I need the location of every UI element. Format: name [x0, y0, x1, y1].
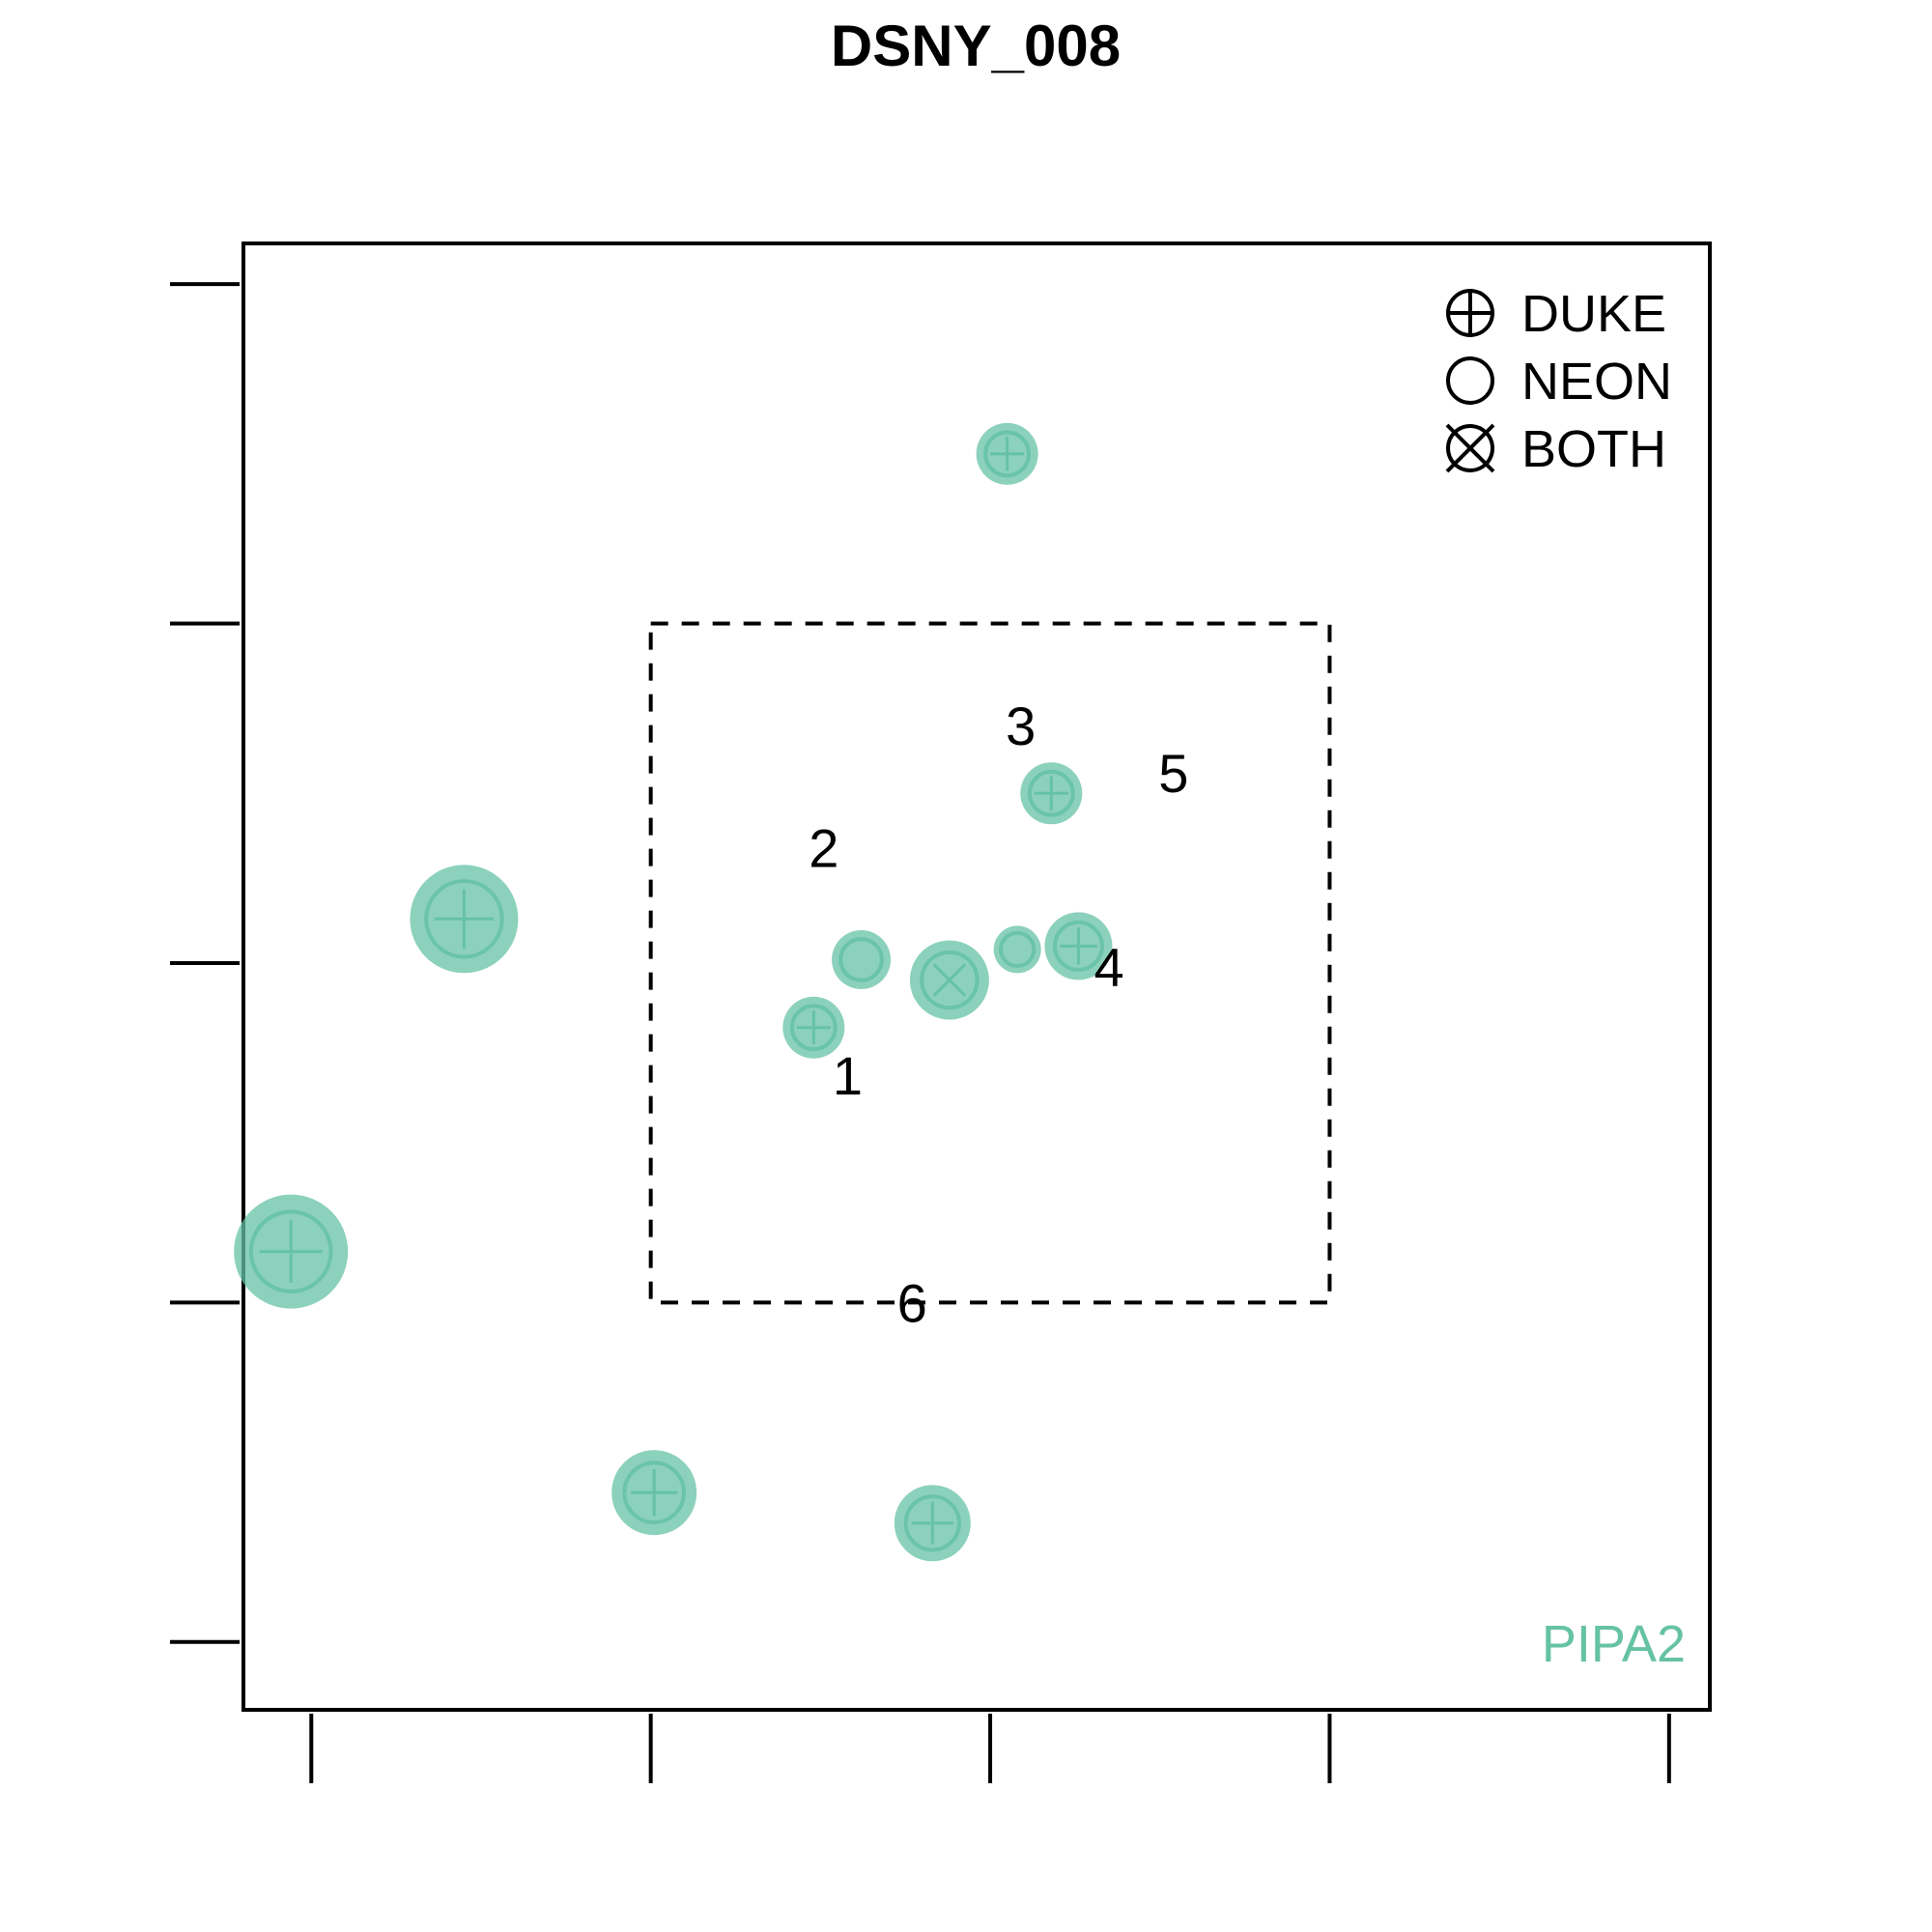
- point-ring: [248, 1209, 333, 1293]
- plot-frame: [242, 242, 1712, 1712]
- subplot-labels: 1 2 3 4 5 6: [809, 696, 1188, 1333]
- subplot-label: 6: [897, 1272, 927, 1333]
- point-ring: [424, 879, 504, 959]
- chart-title: DSNY_008: [831, 14, 1121, 78]
- legend: DUKE NEON BOTH: [1445, 285, 1672, 478]
- legend-item-both: BOTH: [1445, 420, 1666, 478]
- data-point: [993, 925, 1041, 974]
- legend-label: BOTH: [1521, 420, 1666, 478]
- data-point: [1044, 912, 1113, 980]
- point-ring: [983, 430, 1032, 478]
- point-ring: [622, 1461, 686, 1524]
- circle-x-icon: [1446, 424, 1494, 472]
- data-point: [894, 1485, 971, 1562]
- data-point: [234, 1194, 349, 1309]
- data-point: [909, 940, 989, 1020]
- legend-label: NEON: [1521, 353, 1672, 411]
- data-point: [1020, 762, 1083, 825]
- data-point: [976, 422, 1038, 485]
- species-label: PIPA2: [1542, 1615, 1686, 1673]
- point-ring: [920, 950, 980, 1010]
- point-ring: [1027, 769, 1075, 817]
- axes: [170, 242, 1712, 1783]
- point-ring: [838, 937, 884, 982]
- data-points: [234, 422, 1113, 1562]
- subplot-label: 2: [809, 817, 838, 878]
- data-point: [832, 929, 892, 989]
- subplot-label: 4: [1094, 936, 1123, 997]
- legend-item-neon: NEON: [1446, 353, 1672, 411]
- legend-label: DUKE: [1521, 285, 1666, 343]
- subplot-label: 5: [1158, 743, 1188, 804]
- plot-region: [648, 621, 1332, 1305]
- data-point: [611, 1450, 697, 1536]
- plot-boundary: [648, 621, 1332, 1305]
- point-ring: [789, 1004, 838, 1052]
- subplot-label: 3: [1006, 696, 1036, 756]
- point-x-b: [932, 963, 967, 997]
- point-ring: [903, 1494, 961, 1552]
- legend-item-duke: DUKE: [1446, 285, 1666, 343]
- point-ring: [999, 930, 1037, 969]
- point-ring: [1052, 920, 1104, 972]
- data-point: [782, 996, 845, 1059]
- data-point: [410, 865, 519, 974]
- legend-x-b: [1445, 423, 1495, 473]
- circle-icon: [1446, 356, 1494, 405]
- subplot-label: 1: [833, 1045, 863, 1106]
